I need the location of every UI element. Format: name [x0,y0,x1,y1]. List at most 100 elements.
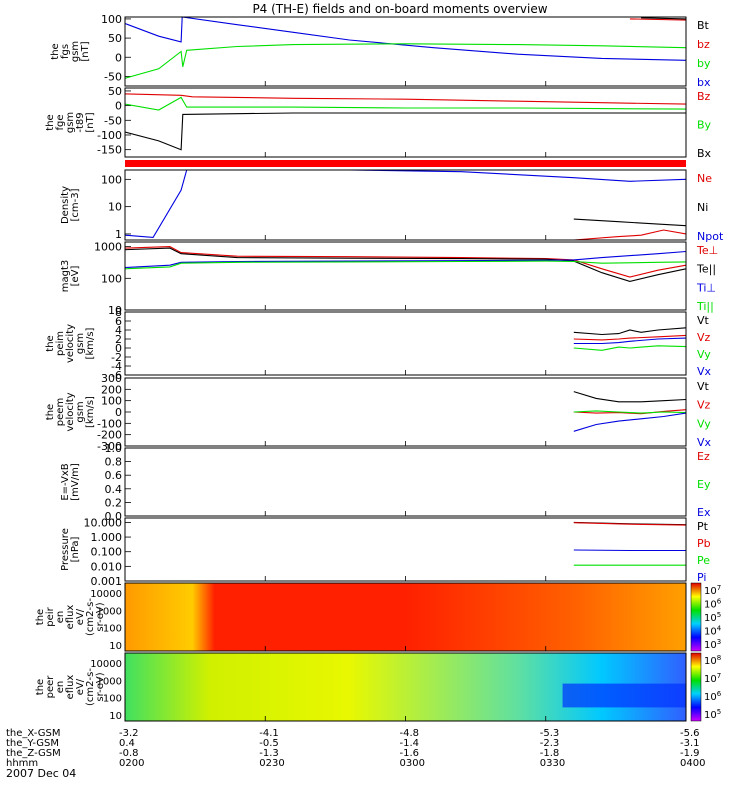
series-line-Npot [124,169,687,238]
series-line-Ne [573,229,687,241]
ephemeris-value: -1.8 [540,748,560,759]
panel-temps: 1000 100 10 Te⊥ Te|| Ti⊥ Ti|| magt3 [eV] [60,241,718,317]
y-tick-label: 0.001 [91,575,123,588]
y-tick-label: 2 [115,333,122,346]
colorbar-tick-label: 106 [704,690,722,703]
legend-label: Te⊥ [696,244,718,257]
y-tick-label: 0.010 [91,560,123,573]
y-tick-label: 200 [101,383,122,396]
y-tick-label: 100 [101,272,122,285]
ephemeris-value: -1.6 [400,748,420,759]
y-axis-label-line: fge [55,114,66,130]
series-line-Ti|| [124,260,687,270]
y-axis-label-line: [cm-3] [70,188,81,221]
y-tick-label: -50 [104,70,122,83]
legend-label: Ne [697,172,712,185]
ephemeris-value: 0400 [680,758,705,769]
y-axis-label-line: gsm [75,401,86,422]
series-line-Te|| [124,247,687,282]
legend-label: Bx [697,147,712,160]
y-tick-label: 100 [101,13,122,26]
y-axis-label-line: the [35,679,46,695]
ephemeris-row-label: the_Y-GSM [6,738,59,749]
ephemeris-value: -1.4 [400,738,420,749]
y-tick-label: -150 [97,144,122,157]
flag-bar [125,160,686,167]
ephemeris-row-label: the_X-GSM [6,728,60,739]
legend-label: Pt [697,520,709,533]
y-tick-label: 0 [115,406,122,419]
colorbar [690,582,702,652]
legend-label: bx [697,76,711,89]
y-tick-label: 100 [101,395,122,408]
y-tick-label: -6 [111,369,122,382]
legend-label: Vy [697,417,711,430]
panel-frame [124,517,687,582]
y-tick-label: 0.100 [91,546,123,559]
legend-label: Te|| [696,263,716,276]
series-line-Ti⊥ [124,250,687,269]
series-line-Vz [573,334,687,341]
y-axis-label-line: magt3 [60,260,71,293]
y-tick-label: 6 [115,315,122,328]
y-axis-label-line: gsm [70,41,81,62]
panel-efield: 1.00.80.60.40.20.0 Ez Ey Ex E=-VxB [mV/m] [60,442,711,523]
y-axis-label-line: [eV] [70,266,81,287]
spectrogram-low-flux-patch [562,683,686,708]
y-axis-label-line: peim [55,331,66,356]
series-line-Te⊥ [124,246,687,278]
y-tick-label: 10000 [90,589,122,600]
ephemeris-value: 0330 [540,758,565,769]
y-tick-label: 0.2 [105,496,123,509]
legend-label: Bz [697,90,711,103]
y-axis-label-line: the [45,404,56,420]
y-axis-label-line: Pressure [60,528,71,571]
colorbar-tick-label: 105 [704,708,721,721]
colorbar-tick-label: 104 [704,625,722,638]
panel-fgs: 100 50 0 -50 Bt bz by bx the fgs gsm [nT] [50,13,711,89]
y-tick-label: 0 [115,51,122,64]
ephemeris-value: -4.8 [400,728,420,739]
y-tick-label: 10 [108,201,122,214]
y-axis-label-line: en [55,681,66,694]
y-axis-label-line: [km/s] [85,396,96,428]
series-line-Vx [573,412,687,432]
y-tick-label: 300 [101,372,122,385]
series-line-bz [629,18,687,21]
ephemeris-row-label: hhmm [6,758,38,769]
y-tick-label: 1.0 [105,442,123,455]
y-axis-label-line: peem [55,398,66,426]
legend-label: Vx [697,365,712,378]
legend-label: Pe [697,554,710,567]
y-axis-label: the peer en eflux eV/(cm2-s-sr-eV) [35,668,106,706]
panel-frame [124,169,687,241]
ephemeris-value: -0.8 [119,748,139,759]
series-line-Vy [573,410,687,414]
colorbar [690,652,702,722]
ephemeris-value: -1.9 [680,748,700,759]
y-axis-label-line: [nT] [85,112,96,132]
y-tick-label: 8 [115,306,122,319]
y-axis-label-line: eflux [65,605,76,630]
panel-frame [124,241,687,311]
y-tick-label: 1 [115,228,122,241]
legend-label: Vz [697,331,711,344]
y-tick-label: 4 [115,324,122,337]
y-tick-label: 10 [109,641,122,652]
legend-label: Pi [697,571,706,584]
colorbar-tick-label: 103 [704,638,721,651]
legend-label: Vt [697,314,710,327]
legend-label: Ni [697,201,708,214]
y-axis-label-line: the [45,114,56,130]
panel-fge: 50 0-50 -100 -150 Bz By Bx the fge gsm -t89 [nT] [45,85,712,160]
y-tick-label: 0 [115,342,122,355]
y-tick-label: 10 [109,711,122,722]
legend-label: Pb [697,537,711,550]
panel-frame [124,87,687,158]
series-line-Bx [124,112,686,151]
y-axis-label: E=-VxB [mV/m] [60,463,81,501]
y-axis-label-line: eflux [65,675,76,700]
